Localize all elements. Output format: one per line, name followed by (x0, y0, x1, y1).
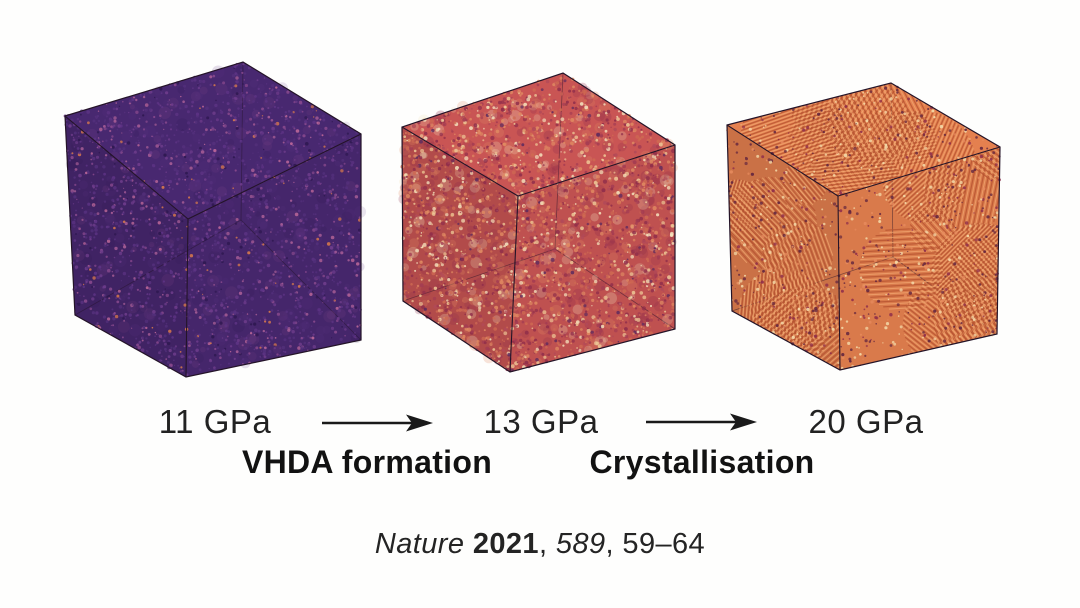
pressure-label-20gpa: 20 GPa (808, 403, 924, 440)
citation-volume: 589 (555, 528, 606, 560)
transition-label-vhda-formation: VHDA formation (241, 444, 493, 480)
citation-sep: , (605, 528, 623, 560)
citation-journal: Nature (374, 528, 465, 560)
pressure-label-11gpa: 11 GPa (158, 403, 272, 440)
citation: Nature 2021, 589, 59–64 (374, 528, 706, 561)
simulation-cube-20gpa (726, 82, 1001, 371)
citation-pages: 59–64 (622, 528, 706, 560)
transition-label-crystallisation: Crystallisation (589, 444, 815, 480)
citation-sep: , (538, 528, 556, 560)
citation-year: 2021 (472, 528, 539, 560)
simulation-cube-11gpa (63, 61, 367, 378)
arrow-right-icon (646, 413, 757, 431)
simulation-cube-13gpa (398, 72, 678, 373)
pressure-label-13gpa: 13 GPa (483, 403, 599, 440)
citation-space (464, 528, 472, 560)
arrow-right-icon (322, 414, 433, 432)
